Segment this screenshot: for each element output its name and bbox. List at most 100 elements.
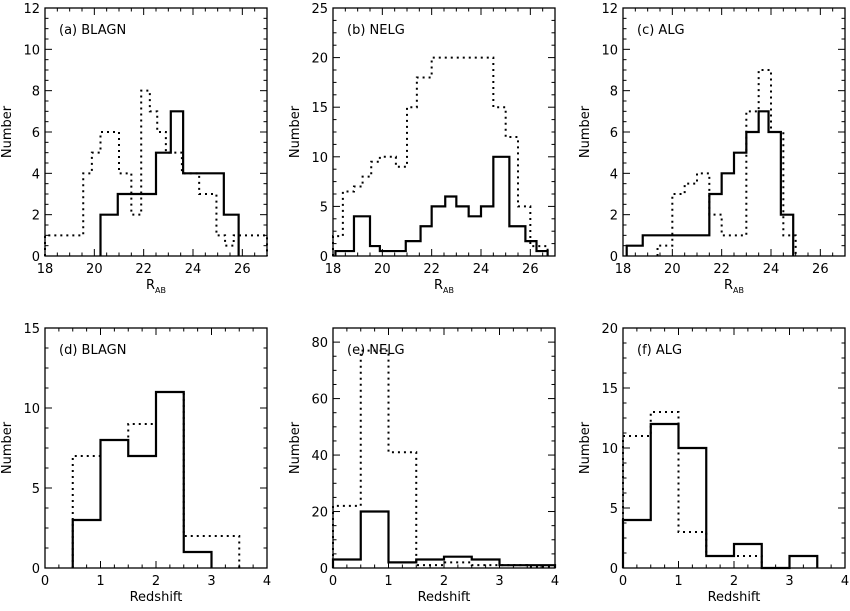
x-tick-label: 3 bbox=[495, 574, 503, 589]
y-axis-title: Number bbox=[0, 421, 15, 474]
plot-frame bbox=[622, 327, 846, 569]
x-tick-label: 20 bbox=[86, 262, 103, 277]
x-tick-label: 0 bbox=[619, 574, 627, 589]
x-tick-label: 26 bbox=[812, 262, 829, 277]
plot-frame bbox=[622, 7, 846, 257]
x-axis-title: RAB bbox=[146, 278, 166, 295]
y-tick-label: 25 bbox=[311, 2, 328, 17]
histogram-dotted-series bbox=[332, 349, 556, 568]
y-tick-label: 0 bbox=[320, 562, 328, 577]
panel-4: 0 1 2 3 4 0 5 10 15 (d) BLAGN Redshift Number bbox=[0, 322, 271, 605]
y-tick-label: 0 bbox=[610, 562, 618, 577]
histogram-dotted-series bbox=[622, 411, 763, 568]
y-tick-label: 20 bbox=[601, 322, 618, 337]
y-tick-label: 10 bbox=[601, 442, 618, 457]
y-tick-label: 8 bbox=[32, 85, 40, 100]
y-tick-label: 15 bbox=[311, 101, 328, 116]
x-axis-title: RAB bbox=[724, 278, 744, 295]
x-tick-label: 24 bbox=[473, 262, 490, 277]
y-axis-title: Number bbox=[0, 105, 15, 158]
x-tick-label: 4 bbox=[263, 574, 271, 589]
x-tick-label: 3 bbox=[207, 574, 215, 589]
y-tick-label: 2 bbox=[32, 209, 40, 224]
panel-6: 0 1 2 3 4 0 5 10 15 20 (f) ALG Redshift Number bbox=[578, 322, 849, 605]
histogram-solid-series bbox=[99, 110, 240, 256]
x-axis-title-main: R bbox=[434, 278, 443, 293]
x-axis-title-main: R bbox=[724, 278, 733, 293]
y-tick-label: 20 bbox=[311, 52, 328, 67]
x-tick-label: 4 bbox=[551, 574, 559, 589]
x-tick-label: 22 bbox=[135, 262, 152, 277]
panel-label: (e) NELG bbox=[347, 343, 405, 358]
panel-label: (f) ALG bbox=[637, 343, 682, 358]
x-tick-label: 18 bbox=[325, 262, 342, 277]
x-tick-label: 1 bbox=[674, 574, 682, 589]
y-tick-label: 5 bbox=[32, 482, 40, 497]
x-axis-title-main: Redshift bbox=[130, 590, 183, 605]
x-tick-label: 0 bbox=[329, 574, 337, 589]
panel-label: (d) BLAGN bbox=[59, 343, 126, 358]
y-tick-label: 20 bbox=[311, 506, 328, 521]
x-tick-label: 2 bbox=[152, 574, 160, 589]
x-tick-label: 18 bbox=[37, 262, 54, 277]
x-tick-label: 20 bbox=[664, 262, 681, 277]
x-axis-title: Redshift bbox=[130, 590, 183, 605]
panel-label: (a) BLAGN bbox=[59, 23, 126, 38]
histogram-solid-series bbox=[621, 422, 819, 570]
x-axis-title-main: Redshift bbox=[708, 590, 761, 605]
y-tick-label: 0 bbox=[610, 250, 618, 265]
y-tick-label: 60 bbox=[311, 393, 328, 408]
x-axis-title: RAB bbox=[434, 278, 454, 295]
y-tick-label: 0 bbox=[320, 250, 328, 265]
x-tick-label: 1 bbox=[96, 574, 104, 589]
y-tick-label: 4 bbox=[610, 167, 618, 182]
histogram-solid-series bbox=[331, 510, 557, 568]
x-tick-label: 4 bbox=[841, 574, 849, 589]
y-tick-label: 6 bbox=[32, 126, 40, 141]
plot-frame bbox=[332, 7, 556, 257]
y-tick-label: 40 bbox=[311, 449, 328, 464]
panel-2: 18 20 22 24 26 0 5 10 15 20 25 (b) NELG RAB Number bbox=[288, 2, 556, 295]
y-tick-label: 6 bbox=[610, 126, 618, 141]
x-tick-label: 26 bbox=[234, 262, 251, 277]
histogram-solid-series bbox=[334, 155, 549, 256]
x-tick-label: 20 bbox=[374, 262, 391, 277]
x-tick-label: 26 bbox=[522, 262, 539, 277]
panel-label: (c) ALG bbox=[637, 23, 685, 38]
y-axis-title: Number bbox=[578, 421, 593, 474]
x-tick-label: 3 bbox=[785, 574, 793, 589]
x-axis-title-subscript: AB bbox=[443, 286, 454, 295]
x-axis-title-main: Redshift bbox=[418, 590, 471, 605]
x-tick-label: 0 bbox=[41, 574, 49, 589]
y-tick-label: 5 bbox=[320, 200, 328, 215]
x-tick-label: 1 bbox=[384, 574, 392, 589]
x-tick-label: 2 bbox=[440, 574, 448, 589]
y-tick-label: 15 bbox=[23, 322, 40, 337]
y-tick-label: 80 bbox=[311, 336, 328, 351]
x-tick-label: 2 bbox=[730, 574, 738, 589]
y-tick-label: 0 bbox=[32, 562, 40, 577]
histogram-dotted-series bbox=[44, 89, 268, 256]
x-tick-label: 24 bbox=[185, 262, 202, 277]
y-tick-label: 0 bbox=[32, 250, 40, 265]
y-axis-title: Number bbox=[288, 105, 303, 158]
y-axis-title: Number bbox=[288, 421, 303, 474]
x-tick-label: 22 bbox=[713, 262, 730, 277]
y-tick-label: 10 bbox=[23, 402, 40, 417]
y-tick-label: 2 bbox=[610, 209, 618, 224]
y-tick-label: 5 bbox=[610, 502, 618, 517]
histogram-dotted-series bbox=[656, 69, 797, 256]
histogram-solid-series bbox=[71, 390, 213, 568]
x-axis-title: Redshift bbox=[418, 590, 471, 605]
y-tick-label: 10 bbox=[23, 43, 40, 58]
x-tick-label: 22 bbox=[423, 262, 440, 277]
x-tick-label: 18 bbox=[615, 262, 632, 277]
panel-label: (b) NELG bbox=[347, 23, 405, 38]
y-tick-label: 12 bbox=[23, 2, 40, 17]
plot-frame bbox=[44, 7, 268, 257]
histogram-dotted-series bbox=[332, 56, 549, 256]
x-axis-title-subscript: AB bbox=[733, 286, 744, 295]
y-tick-label: 8 bbox=[610, 85, 618, 100]
